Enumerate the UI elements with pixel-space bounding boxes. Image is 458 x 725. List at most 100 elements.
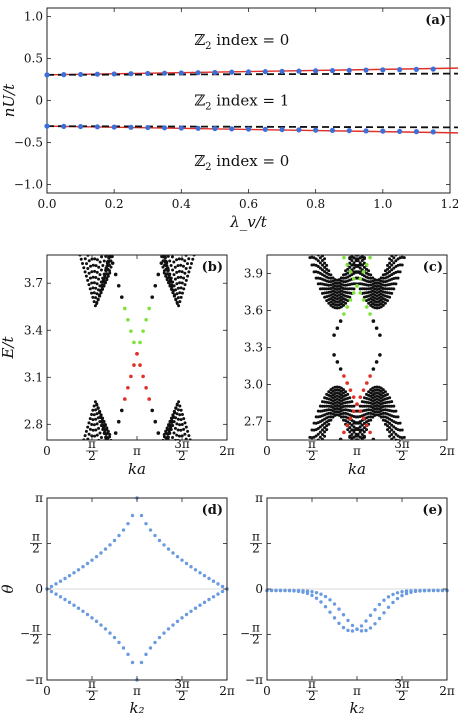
- wcc-point: [157, 635, 162, 640]
- bulk-band-point: [150, 534, 153, 537]
- bulk-band-point: [348, 178, 351, 181]
- bulk-band-point: [339, 305, 343, 309]
- wcc-point: [314, 590, 319, 595]
- bulk-band-point: [357, 238, 360, 241]
- wcc-point: [94, 619, 99, 624]
- bulk-band-point: [119, 184, 122, 187]
- bulk-band-point: [108, 435, 112, 439]
- bulk-band-point: [379, 295, 383, 299]
- bulk-band-point: [310, 232, 313, 235]
- bulk-band-point: [163, 449, 166, 452]
- bulk-band-point: [163, 450, 166, 453]
- bulk-band-point: [90, 519, 93, 522]
- bulk-band-point: [160, 453, 163, 456]
- bulk-band-point: [191, 462, 194, 465]
- bulk-band-point: [176, 166, 179, 169]
- bulk-band-point: [397, 238, 400, 241]
- bulk-band-point: [92, 484, 95, 487]
- y-tick-label-den: 2: [252, 542, 260, 556]
- bulk-band-point: [159, 473, 162, 476]
- bulk-band-point: [386, 428, 390, 432]
- bulk-band-point: [348, 204, 351, 207]
- bulk-band-point: [180, 492, 183, 495]
- wcc-point: [377, 602, 382, 607]
- bulk-band-point: [185, 506, 188, 509]
- bulk-band-point: [177, 529, 180, 532]
- y-tick-label-sign: −: [240, 627, 250, 641]
- wcc-point: [85, 612, 90, 617]
- bulk-band-point: [88, 196, 91, 199]
- bulk-band-point: [344, 516, 347, 519]
- bulk-band-point: [357, 219, 360, 222]
- bulk-band-point: [98, 518, 101, 521]
- bulk-band-point: [360, 263, 364, 267]
- bulk-band-point: [403, 187, 406, 190]
- bulk-band-point: [154, 506, 157, 509]
- bulk-band-point: [339, 415, 343, 419]
- bulk-band-point: [396, 257, 400, 261]
- edge-state-point: [345, 423, 349, 428]
- bulk-band-point: [394, 426, 398, 430]
- bulk-band-point: [179, 428, 183, 432]
- bulk-band-point: [88, 491, 91, 494]
- y-tick-label: 3.7: [24, 276, 43, 290]
- bulk-band-point: [170, 255, 174, 259]
- bulk-band-point: [96, 416, 100, 420]
- edge-state-point: [156, 431, 161, 435]
- bulk-band-point: [390, 442, 393, 445]
- edge-state-point: [348, 388, 353, 392]
- bulk-band-point: [377, 287, 381, 291]
- bulk-band-point: [159, 240, 162, 243]
- bulk-band-point: [93, 400, 97, 404]
- bulk-band-point: [173, 222, 176, 225]
- bulk-band-point: [186, 217, 189, 220]
- bulk-band-point: [329, 300, 333, 304]
- bulk-band-point: [304, 495, 307, 498]
- wcc-point: [287, 588, 292, 593]
- wcc-point: [332, 602, 337, 606]
- blue-data-point: [363, 67, 369, 73]
- blue-data-point: [195, 70, 201, 76]
- bulk-band-point: [176, 236, 179, 239]
- bulk-band-point: [173, 426, 177, 430]
- edge-state-point: [159, 261, 164, 265]
- wcc-point: [58, 579, 63, 583]
- bulk-band-point: [95, 433, 99, 437]
- bulk-band-point: [344, 269, 348, 273]
- bulk-band-point: [304, 505, 307, 508]
- bulk-band-point: [164, 450, 167, 453]
- bulk-band-point: [188, 266, 192, 270]
- bulk-band-point: [357, 251, 360, 254]
- bulk-band-point: [177, 175, 180, 178]
- bulk-band-point: [325, 404, 329, 408]
- bulk-band-point: [87, 188, 90, 191]
- bulk-band-point: [318, 430, 322, 434]
- bulk-band-point: [120, 181, 123, 184]
- bulk-band-point: [377, 410, 381, 414]
- bulk-band-point: [86, 437, 90, 440]
- wcc-point: [391, 600, 395, 605]
- edge-state-point: [358, 409, 363, 414]
- bulk-band-point: [162, 269, 166, 273]
- wcc-point: [108, 543, 112, 547]
- bulk-band-point: [118, 515, 121, 518]
- bulk-band-point: [91, 263, 95, 267]
- bulk-band-point: [157, 485, 160, 488]
- bulk-band-point: [182, 468, 185, 471]
- bulk-band-point: [163, 445, 166, 448]
- bulk-band-point: [153, 515, 156, 518]
- bulk-band-point: [180, 155, 183, 158]
- bulk-band-point: [103, 445, 106, 448]
- wcc-point: [341, 613, 346, 617]
- edge-state-point: [374, 326, 379, 330]
- bulk-band-point: [120, 525, 123, 528]
- bulk-band-point: [166, 268, 170, 272]
- bulk-band-point: [320, 404, 324, 408]
- bulk-band-point: [175, 292, 179, 296]
- bulk-band-point: [315, 245, 318, 248]
- bulk-band-point: [84, 447, 87, 450]
- wcc-point: [171, 551, 175, 555]
- bulk-band-point: [108, 450, 111, 453]
- blue-data-point: [413, 129, 420, 135]
